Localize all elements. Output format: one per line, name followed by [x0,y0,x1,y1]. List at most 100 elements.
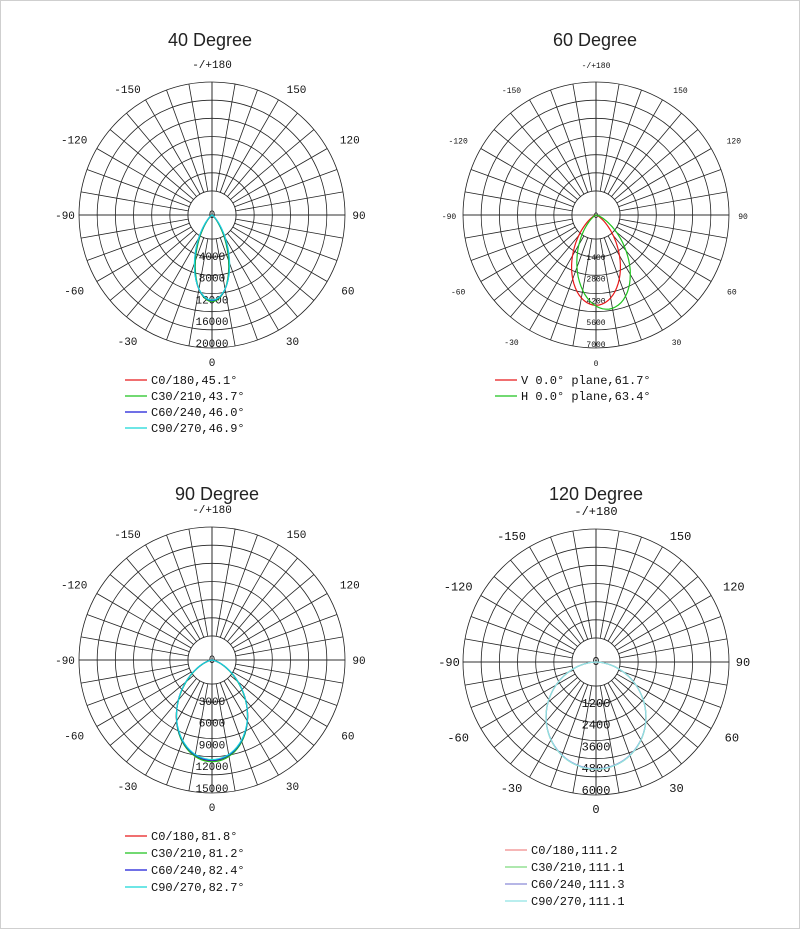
grid-spoke [80,191,189,212]
radial-tick-label: 4200 [586,297,605,306]
grid-spoke [619,665,728,686]
grid-spoke [572,238,593,347]
grid-spoke [80,218,189,239]
angle-label: -60 [451,289,466,298]
angle-label: -90 [55,656,75,668]
series-curve [176,659,248,761]
legend-label: H 0.0° plane,63.4° [521,390,651,404]
grid-spoke [611,233,682,318]
grid-spoke [493,677,578,748]
angle-label: 0 [209,358,216,370]
grid-spoke [235,636,344,657]
legend-label: C0/180,111.2 [531,844,617,858]
angle-label: 150 [670,530,692,544]
grid-spoke [510,680,581,765]
radial-tick-label: 0 [594,212,599,221]
angle-label: -90 [442,213,457,222]
grid-spoke [235,663,344,684]
grid-spoke [215,683,236,792]
chart-60-degree: 60 Degree -/+180 0 -90 90 -150 150 -120 120 -60 60… [400,0,800,464]
angle-label: -150 [502,87,521,96]
grid-spoke [166,534,205,638]
grid-spoke [215,83,236,192]
grid-spoke [86,169,190,208]
angle-label: 150 [673,87,688,96]
polar-chart-svg: 60 Degree -/+180 0 -90 90 -150 150 -120 120 -60 60… [442,30,748,404]
angle-label: -90 [55,211,75,223]
grid-spoke [234,614,338,653]
angle-label: 120 [723,581,745,595]
angle-label: -60 [447,732,469,746]
radial-tick-label: 0 [209,655,216,667]
angle-label: -/+180 [582,62,611,71]
grid-spoke [219,682,258,786]
grid-spoke [86,614,190,653]
angle-label: -150 [114,85,140,97]
chart-90-degree: 90 Degree -/+180 0 -90 90 -150 150 -120 120 -60 60… [0,464,400,928]
angle-label: -150 [114,530,140,542]
chart-40-degree: 40 Degree -/+180 0 -90 90 -150 150 -120 120 -60 60… [0,0,400,464]
grid-spoke [572,530,593,639]
grid-spoke [493,129,578,200]
angle-label: 30 [286,337,299,349]
angle-label: -120 [61,136,87,148]
angle-label: 60 [341,732,354,744]
grid-spoke [109,574,194,645]
grid-spoke [550,536,589,640]
grid-spoke [230,675,315,746]
grid-spoke [611,112,682,197]
grid-spoke [493,576,578,647]
angle-label: 30 [669,782,683,796]
polar-grid [78,526,346,794]
grid-spoke [166,237,205,341]
angle-label: -30 [118,782,138,794]
grid-spoke [219,89,258,193]
grid-spoke [618,616,722,655]
legend-label: C60/240,111.3 [531,878,625,892]
grid-spoke [464,218,573,239]
angle-label: 150 [287,530,307,542]
grid-spoke [227,557,298,642]
grid-spoke [572,685,593,794]
angle-label: 30 [286,782,299,794]
angle-label: -90 [438,656,460,670]
grid-spoke [470,616,574,655]
grid-spoke [219,237,258,341]
grid-spoke [219,534,258,638]
radial-tick-label: 20000 [195,339,228,351]
grid-spoke [618,222,722,261]
radial-tick-label: 4000 [199,252,225,264]
grid-spoke [188,238,209,347]
legend-label: C90/270,46.9° [151,422,245,436]
series-curve [545,661,647,770]
angle-label: 120 [340,136,360,148]
grid-spoke [614,677,699,748]
chart-title: 60 Degree [553,30,637,50]
radial-tick-label: 3600 [582,740,611,754]
angle-label: -30 [118,337,138,349]
grid-spoke [126,678,197,763]
angle-label: 30 [672,339,682,348]
chart-title: 90 Degree [175,484,259,504]
grid-spoke [603,684,642,788]
angle-label: 150 [287,85,307,97]
radial-tick-label: 5600 [586,319,605,328]
chart-title: 120 Degree [549,484,643,504]
grid-spoke [510,559,581,644]
grid-spoke [109,129,194,200]
legend-label: C0/180,45.1° [151,374,237,388]
radial-tick-label: 6000 [582,784,611,798]
chart-title: 40 Degree [168,30,252,50]
angle-label: -60 [64,732,84,744]
grid-spoke [619,191,728,212]
grid-spoke [230,230,315,301]
grid-spoke [599,685,620,794]
legend-label: C90/270,111.1 [531,895,625,909]
grid-spoke [470,669,574,708]
grid-spoke [227,233,298,318]
angle-label: -120 [61,581,87,593]
grid-spoke [227,678,298,763]
grid-spoke [614,129,699,200]
angle-label: 120 [340,581,360,593]
angle-label: 90 [352,656,365,668]
